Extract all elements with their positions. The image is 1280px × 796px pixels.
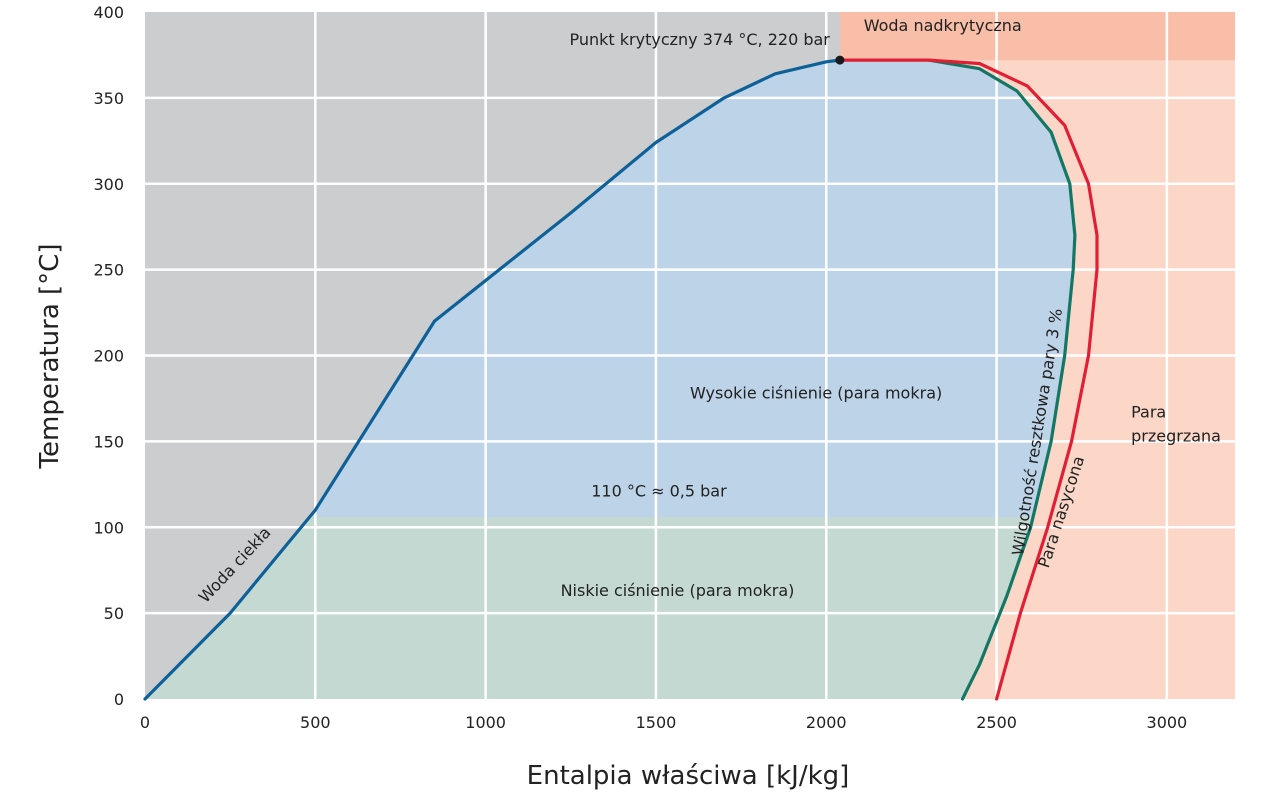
region-annotation: przegrzana <box>1131 426 1221 445</box>
series-line-0 <box>143 58 842 701</box>
y-tick-label: 100 <box>93 518 124 537</box>
y-tick-label: 200 <box>93 347 124 366</box>
x-tick-label: 1000 <box>465 713 506 732</box>
x-axis-title: Entalpia właściwa [kJ/kg] <box>527 761 850 791</box>
x-tick-label: 2000 <box>806 713 847 732</box>
y-tick-label: 0 <box>114 690 124 709</box>
y-tick-label: 250 <box>93 261 124 280</box>
y-tick-label: 350 <box>93 89 124 108</box>
y-tick-label: 400 <box>93 3 124 22</box>
region-annotation: Woda nadkrytyczna <box>864 16 1022 35</box>
tick-labels: 0 500 1000 1500 2000 2500 3000 0 50 100 150 200 250 3… <box>93 3 1187 732</box>
x-tick-label: 500 <box>300 713 331 732</box>
region-supercritical <box>839 12 1235 61</box>
x-tick-label: 1500 <box>636 713 677 732</box>
critical-point-label: Punkt krytyczny 374 °C, 220 bar <box>570 30 831 49</box>
curves <box>143 55 1099 701</box>
region-superheated-band <box>928 60 1097 700</box>
x-tick-label: 3000 <box>1147 713 1188 732</box>
region-annotation: Niskie ciśnienie (para mokra) <box>561 581 795 600</box>
grid-lines <box>145 12 1235 699</box>
region-superheated <box>928 60 1235 700</box>
region-annotation: Para <box>1131 402 1166 421</box>
y-tick-label: 50 <box>104 604 124 623</box>
region-annotation: Wysokie ciśnienie (para mokra) <box>690 383 942 402</box>
series-line-1 <box>926 58 1077 701</box>
y-axis-title: Temperatura [°C] <box>35 244 65 470</box>
x-tick-label: 2500 <box>976 713 1017 732</box>
series-line-2 <box>838 58 1099 701</box>
critical-point-marker <box>835 55 845 65</box>
y-tick-label: 300 <box>93 175 124 194</box>
region-annotation: 110 °C ≈ 0,5 bar <box>591 481 727 500</box>
y-tick-label: 150 <box>93 432 124 451</box>
x-tick-label: 0 <box>140 713 150 732</box>
region-low-pressure <box>145 516 1075 699</box>
